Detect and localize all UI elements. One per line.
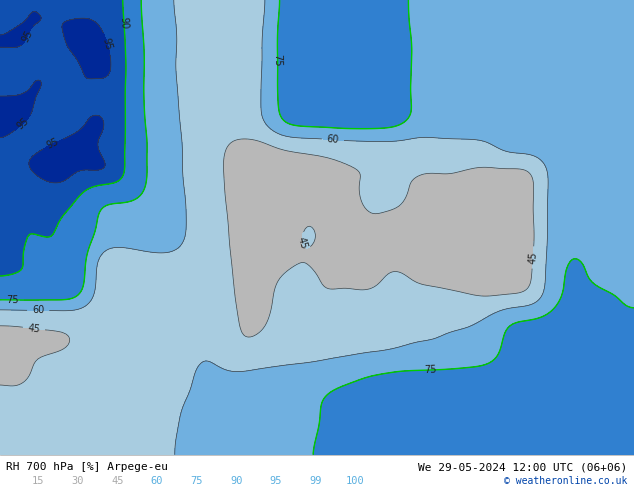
Text: 60: 60 [32, 305, 44, 316]
Text: 90: 90 [230, 476, 242, 486]
Text: 45: 45 [296, 236, 309, 250]
Text: 95: 95 [20, 28, 35, 44]
Text: 30: 30 [72, 476, 84, 486]
Text: 75: 75 [424, 365, 437, 375]
Text: 15: 15 [32, 476, 44, 486]
Text: 75: 75 [273, 54, 283, 67]
Text: © weatheronline.co.uk: © weatheronline.co.uk [504, 476, 628, 486]
Text: 100: 100 [346, 476, 365, 486]
Text: 95: 95 [45, 137, 61, 151]
Text: 95: 95 [101, 36, 114, 51]
Text: 60: 60 [151, 476, 163, 486]
Text: 95: 95 [269, 476, 282, 486]
Text: 60: 60 [327, 134, 339, 145]
Text: 99: 99 [309, 476, 321, 486]
Text: 45: 45 [111, 476, 124, 486]
Text: 75: 75 [6, 295, 19, 305]
Text: 95: 95 [15, 116, 31, 131]
Text: 90: 90 [119, 16, 129, 29]
Text: 45: 45 [27, 323, 41, 334]
Text: 45: 45 [527, 251, 538, 264]
Text: RH 700 hPa [%] Arpege-eu: RH 700 hPa [%] Arpege-eu [6, 463, 169, 472]
Text: 75: 75 [190, 476, 203, 486]
Text: We 29-05-2024 12:00 UTC (06+06): We 29-05-2024 12:00 UTC (06+06) [418, 463, 628, 472]
